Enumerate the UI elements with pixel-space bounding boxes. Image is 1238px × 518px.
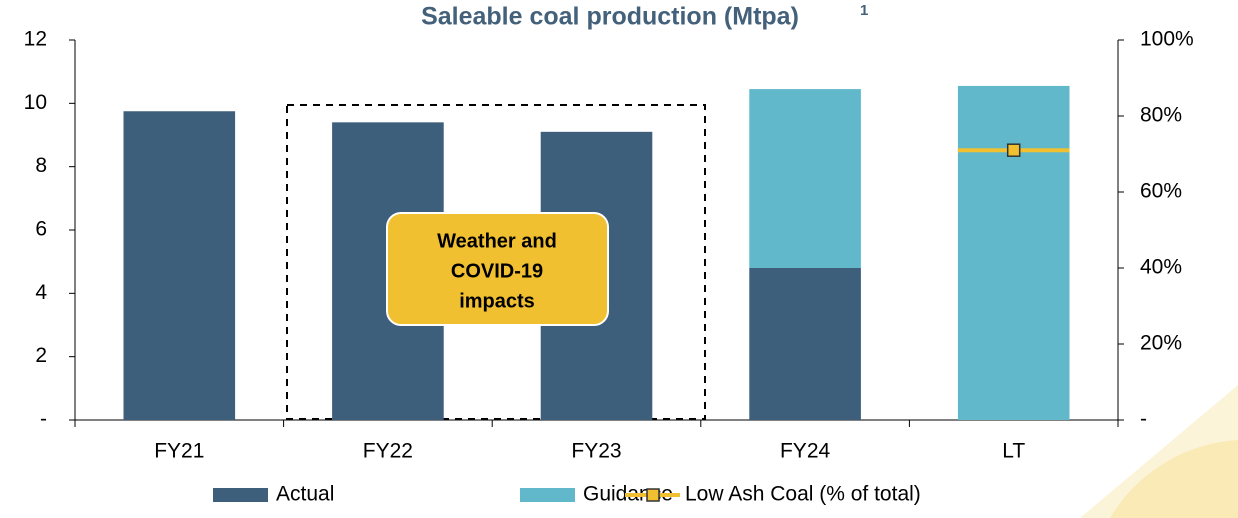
y-tick-label: 8 — [35, 154, 47, 177]
annotation-line: COVID-19 — [451, 260, 543, 282]
x-tick-label: LT — [1002, 440, 1025, 463]
x-tick-label: FY24 — [780, 440, 831, 463]
legend-swatch — [213, 488, 268, 502]
y-tick-label: - — [40, 408, 47, 431]
bar — [123, 111, 236, 420]
y-tick-label: 4 — [35, 281, 47, 304]
bar — [957, 85, 1070, 421]
x-tick-label: FY22 — [363, 440, 413, 463]
y2-tick-label: 20% — [1140, 332, 1182, 355]
bar — [749, 268, 861, 420]
title-superscript: 1 — [860, 2, 868, 19]
annotation: Weather and COVID-19 impacts — [386, 212, 609, 326]
annotation-line: impacts — [459, 290, 535, 312]
x-tick-label: FY23 — [571, 440, 621, 463]
bar — [749, 89, 861, 268]
legend-marker — [646, 488, 660, 502]
annotation-line: Weather and — [437, 230, 557, 252]
y-tick-label: 6 — [35, 218, 47, 241]
legend-label: Actual — [276, 483, 334, 506]
y-tick-label: 12 — [24, 28, 47, 51]
y2-tick-label: - — [1140, 408, 1147, 431]
highlight-box — [286, 104, 706, 420]
y2-tick-label: 40% — [1140, 256, 1182, 279]
y2-tick-label: 80% — [1140, 104, 1182, 127]
y-tick-label: 2 — [35, 344, 47, 367]
y2-tick-label: 100% — [1140, 28, 1194, 51]
legend-label: Low Ash Coal (% of total) — [685, 483, 921, 506]
chart-title: Saleable coal production (Mtpa) — [421, 3, 799, 31]
x-tick-label: FY21 — [154, 440, 204, 463]
legend-swatch — [520, 488, 575, 502]
y2-tick-label: 60% — [1140, 180, 1182, 203]
decoration — [1080, 385, 1238, 518]
y-tick-label: 10 — [24, 91, 47, 114]
annotation-box — [386, 212, 609, 326]
line-marker — [1006, 143, 1021, 157]
